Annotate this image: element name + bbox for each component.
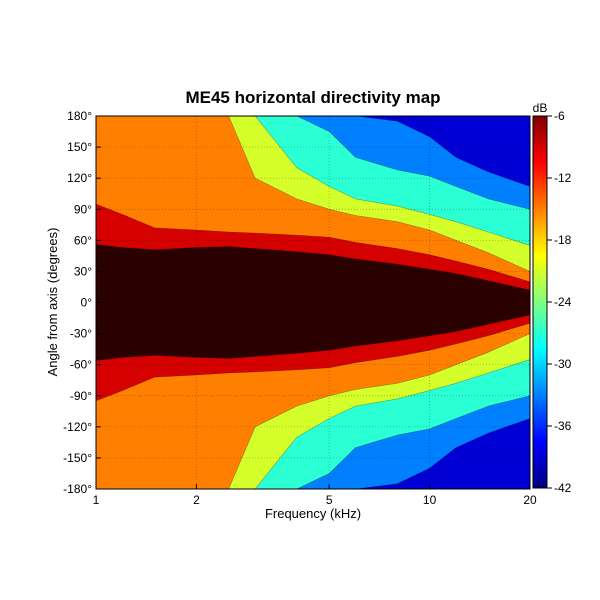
y-tick-label: -30° bbox=[70, 327, 92, 341]
chart-title: ME45 horizontal directivity map bbox=[185, 88, 440, 107]
x-tick-label: 2 bbox=[193, 493, 200, 507]
colorbar-tick-label: -18 bbox=[554, 233, 572, 247]
colorbar-tick-label: -6 bbox=[554, 109, 565, 123]
colorbar-tick-label: -42 bbox=[554, 481, 572, 495]
y-tick-label: 180° bbox=[67, 109, 92, 123]
x-tick-label: 20 bbox=[523, 493, 537, 507]
colorbar-label: dB bbox=[533, 101, 548, 115]
colorbar-tick-label: -30 bbox=[554, 357, 572, 371]
y-tick-label: 120° bbox=[67, 171, 92, 185]
band--6dB bbox=[96, 244, 530, 361]
colorbar-tick-label: -36 bbox=[554, 419, 572, 433]
y-tick-label: -180° bbox=[63, 482, 92, 496]
x-tick-label: 5 bbox=[326, 493, 333, 507]
x-axis-ticks: 1 2 5 10 20 bbox=[93, 484, 537, 507]
colorbar-tick-label: -12 bbox=[554, 171, 572, 185]
x-axis-label: Frequency (kHz) bbox=[265, 506, 361, 521]
y-axis-label: Angle from axis (degrees) bbox=[45, 228, 60, 377]
colorbar-gradient bbox=[532, 115, 548, 489]
y-axis-ticks: 180° 150° 120° 90° 60° 30° 0° -30° -60° -90° -120°… bbox=[63, 109, 101, 496]
colorbar: dB -6 -12 -18 -24 -30 -36 -42 bbox=[532, 101, 572, 495]
contour-bands bbox=[96, 116, 530, 489]
y-tick-label: 90° bbox=[74, 202, 92, 216]
y-tick-label: 30° bbox=[74, 264, 92, 278]
y-tick-label: -60° bbox=[70, 358, 92, 372]
y-tick-label: -120° bbox=[63, 420, 92, 434]
y-tick-label: 0° bbox=[81, 296, 93, 310]
colorbar-tick-label: -24 bbox=[554, 295, 572, 309]
y-tick-label: -150° bbox=[63, 451, 92, 465]
y-tick-label: 150° bbox=[67, 140, 92, 154]
x-tick-label: 10 bbox=[423, 493, 437, 507]
y-tick-label: 60° bbox=[74, 233, 92, 247]
y-tick-label: -90° bbox=[70, 389, 92, 403]
x-tick-label: 1 bbox=[93, 493, 100, 507]
